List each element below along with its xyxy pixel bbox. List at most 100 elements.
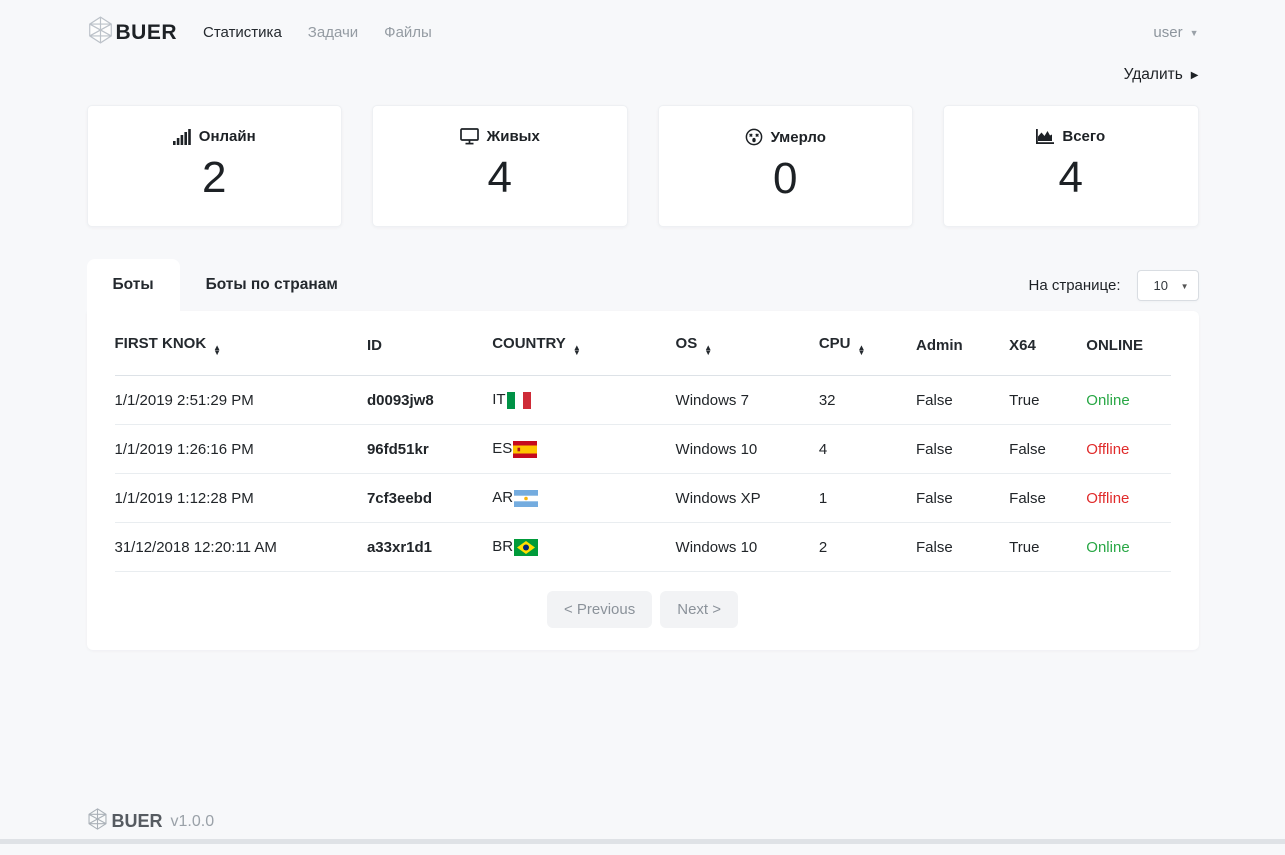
column-header: X64 — [1009, 311, 1087, 376]
monitor-icon — [459, 128, 479, 145]
cell-first-knok: 1/1/2019 2:51:29 PM — [114, 375, 367, 425]
cell-id: 7cf3eebd — [366, 473, 493, 523]
stat-card-total: Всего 4 — [943, 105, 1199, 227]
cell-x64: True — [1009, 375, 1087, 425]
stats-row: Онлайн 2 Живых 4 — [86, 105, 1199, 227]
horizontal-scrollbar[interactable] — [0, 839, 1285, 844]
nav-item-1[interactable]: Задачи — [307, 24, 359, 41]
stat-card-alive: Живых 4 — [372, 105, 628, 227]
cell-cpu: 1 — [818, 473, 916, 523]
column-header: ID — [366, 311, 493, 376]
stat-value-dead: 0 — [773, 154, 798, 203]
tab-0[interactable]: Боты — [86, 259, 180, 311]
stat-label: Умерло — [770, 128, 826, 146]
area-chart-icon — [1036, 128, 1055, 145]
cell-x64: False — [1009, 473, 1087, 523]
stat-label: Онлайн — [198, 128, 256, 145]
cell-country: AR — [492, 473, 676, 523]
tabs: Боты Боты по странам — [86, 259, 364, 311]
cell-admin: False — [915, 424, 1010, 474]
footer-brand-name: BUER — [111, 811, 163, 831]
cell-first-knok: 1/1/2019 1:12:28 PM — [114, 473, 367, 523]
cell-x64: False — [1009, 424, 1087, 474]
table-row[interactable]: 1/1/2019 1:12:28 PM 7cf3eebd AR Windows XP 1… — [114, 473, 1171, 523]
sort-icon: ▲ ▼ — [572, 343, 581, 357]
stat-value-total: 4 — [1058, 153, 1083, 202]
status-badge: Online — [1086, 375, 1171, 425]
pagination: < Previous Next > — [115, 591, 1171, 628]
country-flag-icon — [514, 538, 539, 556]
cell-os: Windows 7 — [675, 375, 819, 425]
column-header: Admin — [915, 311, 1010, 376]
nav-item-2[interactable]: Файлы — [384, 24, 432, 41]
navbar: BUER Статистика Задачи Файлы user ▼ — [87, 0, 1199, 49]
per-page-select[interactable]: 10 ▼ — [1136, 269, 1199, 301]
brand-name: BUER — [115, 20, 178, 44]
stat-value-online: 2 — [202, 153, 227, 202]
column-header: ONLINE — [1086, 311, 1171, 376]
signal-bars-icon — [172, 128, 191, 145]
brand-logo[interactable]: BUER — [87, 16, 178, 49]
cell-os: Windows XP — [675, 473, 819, 523]
table-row[interactable]: 1/1/2019 1:26:16 PM 96fd51kr ES Windows 10 4… — [114, 424, 1171, 474]
cell-os: Windows 10 — [675, 522, 819, 572]
cell-x64: True — [1009, 522, 1087, 572]
status-badge: Online — [1086, 522, 1171, 572]
user-dropdown[interactable]: user ▼ — [1153, 24, 1198, 41]
nav-links: Статистика Задачи Файлы — [203, 24, 432, 41]
cell-cpu: 32 — [818, 375, 916, 425]
table-row[interactable]: 31/12/2018 12:20:11 AM a33xr1d1 BR Windows … — [114, 522, 1171, 572]
footer: BUER v1.0.0 — [87, 808, 1199, 855]
cell-country: IT — [492, 375, 676, 425]
sort-icon: ▲ ▼ — [704, 343, 713, 357]
sort-icon: ▲ ▼ — [213, 343, 222, 357]
country-flag-icon — [506, 391, 531, 409]
column-header[interactable]: COUNTRY ▲ ▼ — [492, 311, 676, 376]
cell-id: 96fd51kr — [366, 424, 493, 474]
cell-first-knok: 1/1/2019 1:26:16 PM — [114, 424, 367, 474]
table-header-row: FIRST KNOK ▲ ▼ ID COUNTRY ▲ ▼ OS ▲ ▼ CPU ▲ ▼ Admin X64… — [114, 311, 1171, 376]
tab-1[interactable]: Боты по странам — [205, 276, 338, 293]
per-page-value: 10 — [1153, 277, 1168, 293]
per-page-label: На странице: — [1028, 276, 1121, 294]
user-dropdown-label: user — [1153, 24, 1183, 41]
chevron-down-icon: ▼ — [1180, 281, 1189, 291]
stat-card-dead: Умерло 0 — [657, 105, 913, 227]
cell-country: ES — [492, 424, 676, 474]
table-row[interactable]: 1/1/2019 2:51:29 PM d0093jw8 IT Windows 7 32… — [114, 375, 1171, 425]
nav-item-0[interactable]: Статистика — [203, 24, 282, 41]
column-header[interactable]: OS ▲ ▼ — [675, 311, 819, 376]
status-badge: Offline — [1086, 424, 1171, 474]
column-header[interactable]: CPU ▲ ▼ — [818, 311, 916, 376]
footer-version: v1.0.0 — [170, 812, 215, 830]
stat-value-alive: 4 — [487, 153, 512, 202]
sort-icon: ▲ ▼ — [857, 343, 866, 357]
previous-page-button[interactable]: < Previous — [546, 591, 653, 628]
stat-card-online: Онлайн 2 — [86, 105, 342, 227]
cell-admin: False — [915, 375, 1010, 425]
cell-admin: False — [915, 473, 1010, 523]
status-badge: Offline — [1086, 473, 1171, 523]
cell-id: a33xr1d1 — [366, 522, 493, 572]
cell-admin: False — [915, 522, 1010, 572]
cell-os: Windows 10 — [675, 424, 819, 474]
dizzy-face-icon — [745, 128, 763, 146]
bots-table: FIRST KNOK ▲ ▼ ID COUNTRY ▲ ▼ OS ▲ ▼ CPU ▲ ▼ Admin X64… — [114, 311, 1171, 572]
cell-first-knok: 31/12/2018 12:20:11 AM — [114, 522, 367, 572]
cell-cpu: 4 — [818, 424, 916, 474]
chevron-down-icon: ▼ — [1189, 27, 1199, 38]
bots-table-card: FIRST KNOK ▲ ▼ ID COUNTRY ▲ ▼ OS ▲ ▼ CPU ▲ ▼ Admin X64… — [86, 311, 1199, 650]
delete-toggle[interactable]: Удалить ▶ — [1124, 66, 1199, 84]
cell-cpu: 2 — [818, 522, 916, 572]
gem-hexagon-icon — [87, 808, 108, 835]
country-flag-icon — [513, 440, 538, 458]
stat-label: Живых — [486, 128, 540, 145]
gem-hexagon-icon — [87, 16, 114, 49]
delete-label: Удалить — [1123, 66, 1183, 83]
caret-right-icon: ▶ — [1190, 69, 1199, 81]
country-flag-icon — [514, 489, 539, 507]
cell-id: d0093jw8 — [366, 375, 493, 425]
stat-label: Всего — [1062, 128, 1106, 145]
next-page-button[interactable]: Next > — [660, 591, 739, 628]
column-header[interactable]: FIRST KNOK ▲ ▼ — [114, 311, 367, 376]
